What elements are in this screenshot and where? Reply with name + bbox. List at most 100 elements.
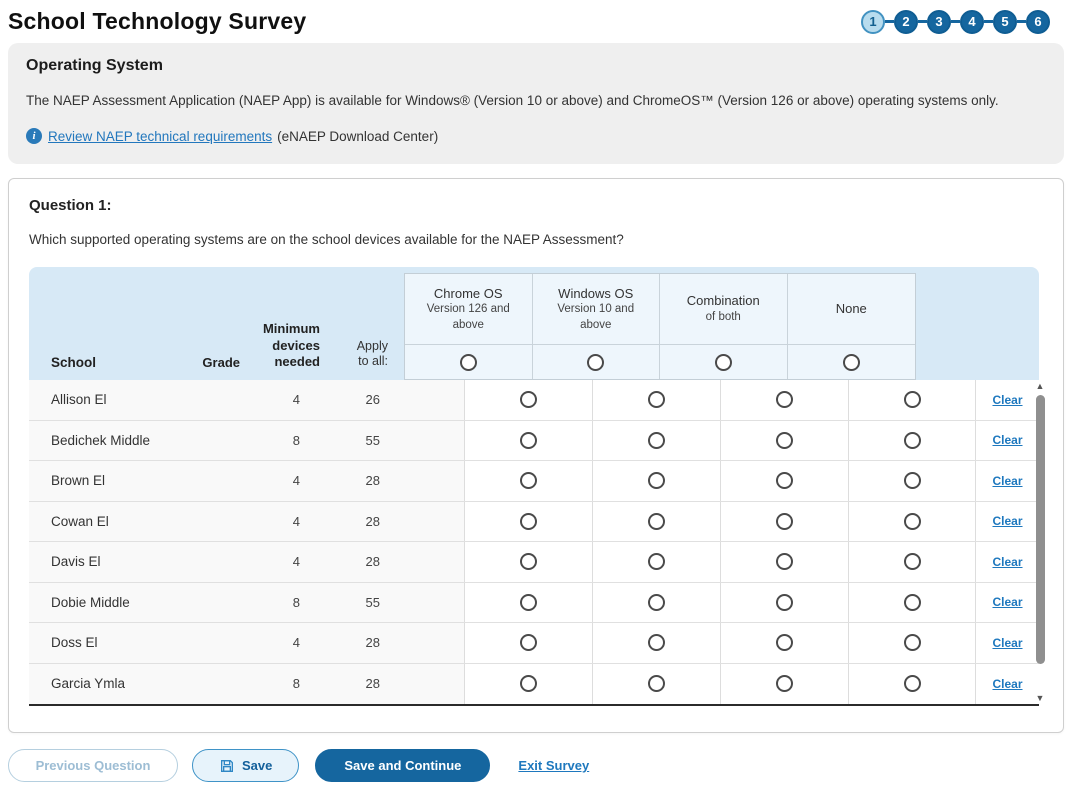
combination-radio[interactable]: [776, 513, 793, 530]
clear-link[interactable]: Clear: [992, 677, 1022, 691]
scroll-down-icon[interactable]: ▼: [1036, 692, 1045, 704]
apply-all-windows-radio[interactable]: [587, 354, 604, 371]
info-circle-icon: i: [26, 128, 42, 144]
chrome-radio[interactable]: [520, 432, 537, 449]
chrome-radio[interactable]: [520, 553, 537, 570]
chrome-radio[interactable]: [520, 675, 537, 692]
combination-radio[interactable]: [776, 391, 793, 408]
previous-question-button[interactable]: Previous Question: [8, 749, 178, 782]
step-3[interactable]: 3: [927, 10, 951, 34]
windows-radio[interactable]: [648, 432, 665, 449]
windows-cell: [592, 380, 720, 420]
scroll-up-icon[interactable]: ▲: [1036, 380, 1045, 392]
chrome-radio[interactable]: [520, 513, 537, 530]
top-bar: School Technology Survey 1 2 3 4 5 6: [8, 6, 1064, 43]
grade-value: 4: [234, 461, 300, 501]
exit-survey-link[interactable]: Exit Survey: [518, 758, 589, 773]
windows-radio[interactable]: [648, 513, 665, 530]
apply-all-none-radio[interactable]: [843, 354, 860, 371]
row-left: Cowan El 4 28: [29, 502, 464, 542]
clear-link[interactable]: Clear: [992, 474, 1022, 488]
os-options-box: Chrome OS Version 126 and above Windows …: [404, 273, 916, 380]
windows-radio[interactable]: [648, 391, 665, 408]
step-2[interactable]: 2: [894, 10, 918, 34]
chrome-cell: [464, 461, 592, 501]
header-devices: Minimum devices needed: [240, 267, 320, 380]
combination-radio[interactable]: [776, 675, 793, 692]
combination-cell: [720, 461, 848, 501]
none-radio[interactable]: [904, 391, 921, 408]
windows-cell: [592, 542, 720, 582]
footer-bar: Previous Question Save Save and Continue…: [8, 749, 1064, 782]
apply-spacer: [380, 664, 464, 705]
chrome-radio[interactable]: [520, 472, 537, 489]
clear-cell: Clear: [976, 664, 1039, 705]
save-and-continue-button[interactable]: Save and Continue: [315, 749, 490, 782]
table-scrollbar[interactable]: ▲ ▼: [1033, 380, 1047, 704]
step-6[interactable]: 6: [1026, 10, 1050, 34]
save-button-label: Save: [242, 758, 272, 773]
windows-radio[interactable]: [648, 675, 665, 692]
none-radio[interactable]: [904, 594, 921, 611]
combination-cell: [720, 664, 848, 705]
info-link-row: i Review NAEP technical requirements (eN…: [26, 128, 1046, 144]
clear-link[interactable]: Clear: [992, 514, 1022, 528]
clear-link[interactable]: Clear: [992, 595, 1022, 609]
clear-link[interactable]: Clear: [992, 393, 1022, 407]
windows-radio[interactable]: [648, 553, 665, 570]
chrome-radio[interactable]: [520, 391, 537, 408]
save-button[interactable]: Save: [192, 749, 299, 782]
clear-link[interactable]: Clear: [992, 433, 1022, 447]
step-1[interactable]: 1: [861, 10, 885, 34]
windows-radio[interactable]: [648, 594, 665, 611]
os-option-sub: of both: [706, 310, 741, 326]
apply-all-chrome-cell: [405, 345, 533, 379]
none-cell: [848, 502, 976, 542]
windows-radio[interactable]: [648, 472, 665, 489]
technical-requirements-link[interactable]: Review NAEP technical requirements: [48, 129, 272, 144]
combination-radio[interactable]: [776, 472, 793, 489]
combination-radio[interactable]: [776, 432, 793, 449]
combination-radio[interactable]: [776, 634, 793, 651]
grade-value: 8: [234, 664, 300, 705]
step-5[interactable]: 5: [993, 10, 1017, 34]
os-option-name: Windows OS: [558, 285, 633, 303]
chrome-radio[interactable]: [520, 594, 537, 611]
apply-all-chrome-radio[interactable]: [460, 354, 477, 371]
chrome-cell: [464, 380, 592, 420]
combination-radio[interactable]: [776, 553, 793, 570]
table-row-garcia: Garcia Ymla 8 28 Clear: [29, 664, 1039, 705]
table-body: Allison El 4 26 Clear Bedichek Middle 8: [29, 380, 1039, 704]
school-name: Cowan El: [29, 502, 234, 542]
step-connector: [885, 20, 894, 23]
link-suffix: (eNAEP Download Center): [277, 129, 438, 144]
none-radio[interactable]: [904, 432, 921, 449]
clear-link[interactable]: Clear: [992, 636, 1022, 650]
none-radio[interactable]: [904, 553, 921, 570]
scrollbar-thumb[interactable]: [1036, 395, 1045, 664]
combination-radio[interactable]: [776, 594, 793, 611]
windows-cell: [592, 623, 720, 663]
chrome-cell: [464, 583, 592, 623]
windows-radio[interactable]: [648, 634, 665, 651]
devices-value: 28: [300, 542, 380, 582]
clear-link[interactable]: Clear: [992, 555, 1022, 569]
none-radio[interactable]: [904, 513, 921, 530]
step-4[interactable]: 4: [960, 10, 984, 34]
none-radio[interactable]: [904, 675, 921, 692]
os-option-sub: Version 10 and above: [541, 302, 651, 333]
info-box-title: Operating System: [26, 57, 1046, 75]
apply-all-windows-cell: [533, 345, 661, 379]
chrome-radio[interactable]: [520, 634, 537, 651]
apply-all-combination-radio[interactable]: [715, 354, 732, 371]
table-row-brown: Brown El 4 28 Clear: [29, 461, 1039, 502]
none-cell: [848, 461, 976, 501]
apply-spacer: [380, 623, 464, 663]
none-radio[interactable]: [904, 634, 921, 651]
school-name: Allison El: [29, 380, 234, 420]
school-name: Davis El: [29, 542, 234, 582]
grade-value: 4: [234, 542, 300, 582]
none-radio[interactable]: [904, 472, 921, 489]
header-apply-label: Apply to all:: [357, 339, 388, 370]
chrome-cell: [464, 623, 592, 663]
